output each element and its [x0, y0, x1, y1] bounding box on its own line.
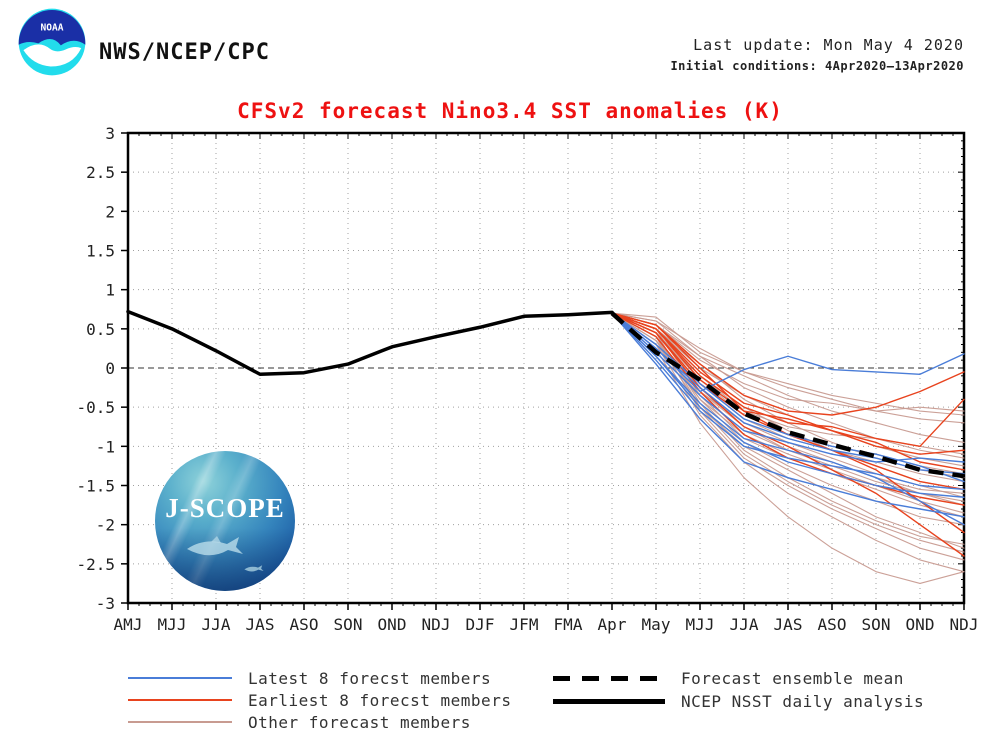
legend-line-other: [128, 721, 232, 723]
svg-text:AMJ: AMJ: [114, 615, 143, 634]
jscope-deep-shade: [155, 451, 295, 591]
legend-item-mean: Forecast ensemble mean: [553, 667, 904, 689]
legend-label-mean: Forecast ensemble mean: [681, 668, 904, 688]
svg-text:ASO: ASO: [818, 615, 847, 634]
svg-text:-2: -2: [96, 516, 115, 535]
legend-line-latest: [128, 677, 232, 679]
legend-label-other: Other forecast members: [248, 712, 471, 732]
legend-label-earliest: Earliest 8 forecst members: [248, 690, 512, 710]
chart-title: CFSv2 forecast Nino3.4 SST anomalies (K): [237, 99, 783, 123]
svg-text:-1.5: -1.5: [76, 477, 115, 496]
legend-item-analysis: NCEP NSST daily analysis: [553, 690, 924, 712]
svg-text:OND: OND: [906, 615, 935, 634]
svg-text:2: 2: [105, 202, 115, 221]
small-fish-icon: [244, 565, 264, 572]
legend-item-other: Other forecast members: [128, 711, 471, 733]
legend-line-mean: [553, 675, 665, 681]
jscope-label: J-SCOPE: [165, 493, 285, 523]
svg-text:-0.5: -0.5: [76, 398, 115, 417]
svg-text:JJA: JJA: [202, 615, 231, 634]
svg-text:1: 1: [105, 281, 115, 300]
svg-text:0.5: 0.5: [86, 320, 115, 339]
svg-text:-3: -3: [96, 594, 115, 613]
svg-text:1.5: 1.5: [86, 242, 115, 261]
noaa-logo: NOAA: [18, 8, 86, 76]
noaa-seagull-icon: [23, 44, 82, 67]
legend-label-latest: Latest 8 forecst members: [248, 668, 492, 688]
jscope-logo: J-SCOPE: [155, 451, 295, 591]
svg-text:-2.5: -2.5: [76, 555, 115, 574]
svg-text:FMA: FMA: [554, 615, 583, 634]
svg-text:OND: OND: [378, 615, 407, 634]
fish-icon: [187, 536, 243, 556]
svg-text:Apr: Apr: [598, 615, 627, 634]
svg-text:SON: SON: [334, 615, 363, 634]
jscope-light-rays: [155, 451, 295, 591]
svg-text:JJA: JJA: [730, 615, 759, 634]
svg-text:ASO: ASO: [290, 615, 319, 634]
initial-conditions-text: Initial conditions: 4Apr2020–13Apr2020: [670, 59, 964, 73]
noaa-logo-text: NOAA: [41, 22, 64, 33]
forecast-plume-chart: AMJ MJJ JJA JAS ASO SON OND NDJ DJF JFM FMA Apr May M…: [76, 124, 979, 634]
svg-text:DJF: DJF: [466, 615, 495, 634]
svg-text:JFM: JFM: [510, 615, 539, 634]
svg-text:2.5: 2.5: [86, 163, 115, 182]
org-title: NWS/NCEP/CPC: [99, 40, 270, 65]
svg-text:-1: -1: [96, 437, 115, 456]
svg-text:0: 0: [105, 359, 115, 378]
last-update-text: Last update: Mon May 4 2020: [693, 36, 964, 54]
legend-label-analysis: NCEP NSST daily analysis: [681, 691, 925, 711]
legend-item-earliest: Earliest 8 forecst members: [128, 689, 511, 711]
svg-text:May: May: [642, 615, 671, 634]
svg-text:NDJ: NDJ: [950, 615, 979, 634]
svg-text:MJJ: MJJ: [158, 615, 187, 634]
svg-text:3: 3: [105, 124, 115, 143]
noaa-logo-sky: [18, 10, 86, 46]
svg-text:JAS: JAS: [246, 615, 275, 634]
legend-line-earliest: [128, 699, 232, 701]
svg-text:SON: SON: [862, 615, 891, 634]
svg-text:NDJ: NDJ: [422, 615, 451, 634]
svg-text:JAS: JAS: [774, 615, 803, 634]
svg-text:MJJ: MJJ: [686, 615, 715, 634]
legend-item-latest: Latest 8 forecst members: [128, 667, 491, 689]
legend-line-analysis: [553, 698, 665, 704]
